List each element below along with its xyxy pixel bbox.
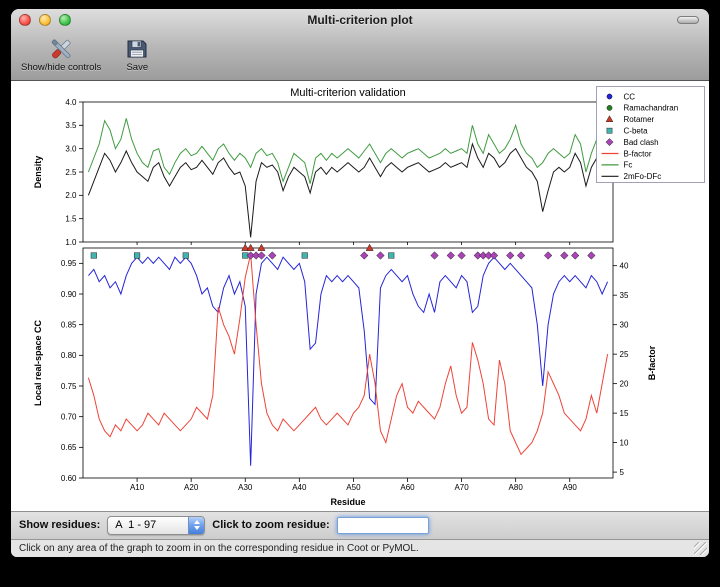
plot-panel: Multi-criterion validation Density Local… bbox=[11, 81, 709, 511]
minimize-button[interactable] bbox=[39, 14, 51, 26]
resize-grip[interactable] bbox=[694, 542, 707, 555]
svg-text:B-factor: B-factor bbox=[624, 149, 652, 158]
svg-text:35: 35 bbox=[620, 291, 629, 300]
density-axis-label: Density bbox=[33, 156, 43, 189]
residue-range-select[interactable]: A 1 - 97 bbox=[107, 515, 206, 535]
svg-text:0.90: 0.90 bbox=[61, 290, 77, 299]
close-button[interactable] bbox=[19, 14, 31, 26]
save-label: Save bbox=[126, 62, 149, 73]
svg-text:A90: A90 bbox=[563, 483, 578, 492]
svg-text:0.65: 0.65 bbox=[61, 443, 77, 452]
show-hide-controls-button[interactable]: Show/hide controls bbox=[17, 34, 105, 74]
svg-text:A20: A20 bbox=[184, 483, 199, 492]
svg-text:A10: A10 bbox=[130, 483, 145, 492]
bfactor-axis-label: B-factor bbox=[647, 345, 657, 380]
toolbar-toggle-button[interactable] bbox=[677, 16, 699, 24]
svg-text:A40: A40 bbox=[292, 483, 307, 492]
svg-text:5: 5 bbox=[620, 468, 625, 477]
svg-text:Fc: Fc bbox=[624, 161, 633, 170]
window-title: Multi-criterion plot bbox=[307, 13, 413, 27]
svg-text:0.70: 0.70 bbox=[61, 412, 77, 421]
svg-text:C-beta: C-beta bbox=[624, 127, 649, 136]
svg-text:CC: CC bbox=[624, 92, 636, 101]
svg-text:0.80: 0.80 bbox=[61, 351, 77, 360]
cc-axis-label: Local real-space CC bbox=[33, 319, 43, 406]
residue-axis-label: Residue bbox=[330, 497, 365, 507]
svg-text:A30: A30 bbox=[238, 483, 253, 492]
svg-text:A60: A60 bbox=[400, 483, 415, 492]
svg-text:Rotamer: Rotamer bbox=[624, 115, 655, 124]
show-residues-label: Show residues: bbox=[19, 519, 101, 532]
svg-text:A70: A70 bbox=[454, 483, 469, 492]
residue-range-value: A 1 - 97 bbox=[115, 519, 157, 532]
plot-canvas[interactable]: Multi-criterion validation Density Local… bbox=[11, 81, 709, 511]
titlebar[interactable]: Multi-criterion plot bbox=[11, 9, 709, 31]
tools-icon bbox=[48, 35, 74, 62]
svg-text:1.0: 1.0 bbox=[65, 238, 77, 247]
popup-stepper-icon bbox=[188, 516, 205, 534]
chart-layer: 1.0 1.5 2.0 2.5 3.0 3.5 4.0 0.60 0.65 0.70 0.75 0.8… bbox=[61, 86, 705, 492]
plot-title: Multi-criterion validation bbox=[290, 87, 406, 99]
svg-text:0.75: 0.75 bbox=[61, 382, 77, 391]
svg-text:2.0: 2.0 bbox=[65, 191, 77, 200]
svg-text:25: 25 bbox=[620, 350, 629, 359]
save-icon bbox=[125, 35, 149, 62]
status-text: Click on any area of the graph to zoom i… bbox=[19, 542, 419, 554]
zoom-residue-label: Click to zoom residue: bbox=[212, 519, 330, 532]
svg-text:0.95: 0.95 bbox=[61, 259, 77, 268]
svg-text:2mFo-DFc: 2mFo-DFc bbox=[624, 172, 662, 181]
svg-text:30: 30 bbox=[620, 320, 629, 329]
svg-text:0.60: 0.60 bbox=[61, 474, 77, 483]
svg-text:3.0: 3.0 bbox=[65, 144, 77, 153]
down-arrow-icon bbox=[193, 526, 200, 531]
app-window: Multi-criterion plot bbox=[11, 9, 709, 557]
zoom-residue-input[interactable] bbox=[336, 516, 429, 534]
svg-text:Bad clash: Bad clash bbox=[624, 138, 659, 147]
controls-bar: Show residues: A 1 - 97 Click to zoom re… bbox=[11, 511, 709, 539]
svg-text:Ramachandran: Ramachandran bbox=[624, 104, 679, 113]
status-bar: Click on any area of the graph to zoom i… bbox=[11, 538, 709, 557]
up-arrow-icon bbox=[193, 520, 200, 525]
traffic-lights bbox=[19, 14, 71, 26]
svg-text:0.85: 0.85 bbox=[61, 320, 77, 329]
svg-text:10: 10 bbox=[620, 438, 629, 447]
toolbar: Show/hide controls Save bbox=[11, 31, 709, 80]
svg-text:40: 40 bbox=[620, 261, 629, 270]
window-chrome: Multi-criterion plot bbox=[11, 9, 709, 81]
svg-text:3.5: 3.5 bbox=[65, 121, 77, 130]
svg-text:20: 20 bbox=[620, 379, 629, 388]
svg-text:4.0: 4.0 bbox=[65, 98, 77, 107]
svg-text:15: 15 bbox=[620, 409, 629, 418]
svg-text:2.5: 2.5 bbox=[65, 168, 77, 177]
zoom-window-button[interactable] bbox=[59, 14, 71, 26]
svg-text:1.5: 1.5 bbox=[65, 214, 77, 223]
show-hide-controls-label: Show/hide controls bbox=[21, 62, 102, 73]
svg-text:A80: A80 bbox=[509, 483, 524, 492]
save-button[interactable]: Save bbox=[121, 34, 153, 74]
svg-text:A50: A50 bbox=[346, 483, 361, 492]
